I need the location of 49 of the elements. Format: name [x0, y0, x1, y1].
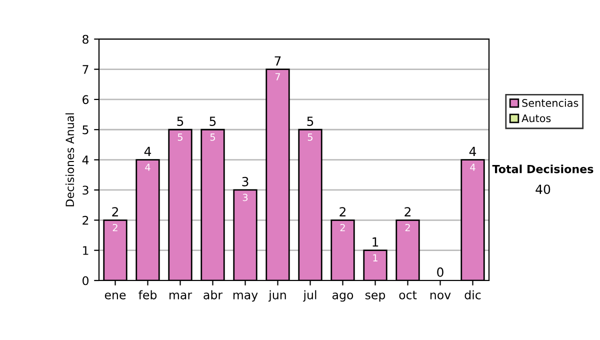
- x-tick-label: feb: [138, 290, 157, 300]
- text: Total Decisiones: [492, 164, 594, 174]
- data-label: 4: [470, 164, 476, 171]
- data-label: 2: [112, 224, 118, 232]
- total-label: 2: [404, 207, 410, 216]
- y-tick-label: 7: [82, 65, 88, 74]
- total-label: 5: [210, 116, 216, 126]
- total-label: 7: [274, 56, 281, 66]
- total-label: 5: [307, 116, 314, 126]
- data-label: 2: [405, 224, 410, 232]
- y-tick-label: 8: [82, 34, 88, 44]
- y-tick-label: 1: [83, 246, 88, 255]
- data-label: 7: [275, 73, 280, 80]
- total-label: 1: [372, 237, 378, 247]
- total-label: 4: [469, 146, 476, 156]
- total-label: 0: [437, 267, 444, 277]
- y-tick-label: 0: [82, 276, 88, 286]
- total-label: 3: [242, 176, 248, 186]
- total-label: 4: [144, 146, 152, 156]
- y-axis-title: Decisiones Anual: [65, 113, 74, 206]
- x-tick-label: may: [233, 292, 258, 302]
- data-label: 5: [210, 134, 215, 141]
- y-tick-label: 6: [82, 95, 89, 104]
- data-label: 5: [178, 134, 182, 141]
- y-tick-label: 3: [82, 186, 88, 195]
- x-tick-label: ago: [332, 292, 354, 302]
- y-tick-label: 5: [82, 126, 88, 134]
- legend-label: Sentencias: [522, 98, 578, 107]
- x-tick-label: nov: [430, 292, 451, 300]
- legend-label: Autos: [522, 114, 551, 122]
- y-tick-label: 4: [82, 156, 89, 164]
- total-label: 5: [177, 116, 184, 126]
- x-tick-label: sep: [365, 292, 386, 302]
- total-label: 2: [340, 207, 346, 216]
- data-label: 2: [340, 224, 345, 232]
- x-tick-label: jun: [268, 290, 286, 302]
- x-tick-label: abr: [204, 290, 223, 300]
- total-label: 2: [112, 207, 118, 216]
- x-tick-label: ene: [104, 292, 126, 300]
- x-tick-label: jul: [303, 290, 316, 302]
- text: 40: [536, 184, 550, 194]
- x-tick-label: dic: [464, 290, 481, 300]
- data-label: 3: [242, 194, 248, 202]
- x-tick-label: mar: [170, 292, 192, 300]
- y-tick-label: 2: [82, 216, 88, 225]
- data-label: 1: [373, 254, 378, 262]
- x-tick-label: oct: [399, 290, 417, 300]
- data-label: 4: [145, 164, 150, 171]
- data-label: 5: [308, 134, 312, 141]
